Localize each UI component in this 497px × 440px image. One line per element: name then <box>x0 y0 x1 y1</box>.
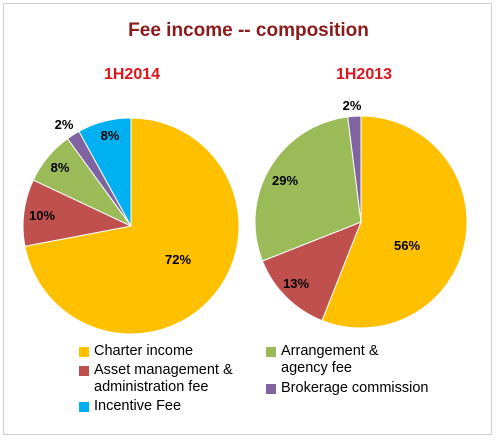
legend-label: Charter income <box>94 343 194 359</box>
pie-1h2013: 56% 13% 29% 2% <box>254 98 468 329</box>
legend-label: Incentive Fee <box>94 398 182 414</box>
pie-slice-asset-management-administration-fee <box>261 221 362 322</box>
pie-slice-brokerage-commission <box>347 115 362 223</box>
legend-swatch <box>266 384 276 394</box>
pie-slice-arrangement-agency-fee <box>254 116 362 262</box>
legend-swatch <box>79 366 89 376</box>
pie-slice-charter-income <box>321 115 468 329</box>
legend-label: Asset management & administration fee <box>94 362 233 395</box>
pie-1h2014: 72% 10% 8% 2% 8% <box>22 117 240 335</box>
pie-title-1h2013: 1H2013 <box>335 66 393 83</box>
pie-slice-incentive-fee <box>78 117 132 227</box>
legend-swatch <box>79 347 89 357</box>
data-label-asset-management-administration-fee: 10% <box>29 208 55 223</box>
legend-item-brokerage-commission: Brokerage commission <box>266 380 466 398</box>
legend-item-charter-income: Charter income <box>79 343 259 361</box>
data-label-charter-income: 72% <box>165 252 191 267</box>
chart-title: Fee income -- composition <box>128 20 369 41</box>
data-label-brokerage-commission: 2% <box>55 117 74 132</box>
pie-title-1h2014: 1H2014 <box>103 66 161 83</box>
data-label-incentive-fee: 8% <box>101 128 120 143</box>
data-label-arrangement-agency-fee: 8% <box>51 160 70 175</box>
data-label-arrangement-agency-fee: 29% <box>272 173 298 188</box>
data-label-charter-income: 56% <box>394 238 420 253</box>
data-label-brokerage-commission: 2% <box>343 98 362 113</box>
legend-swatch <box>79 402 89 412</box>
legend-item-arrangement-agency-fee: Arrangement & agency fee <box>266 343 426 379</box>
legend-label: Arrangement & agency fee <box>281 343 379 376</box>
legend-swatch <box>266 347 276 357</box>
legend-item-asset-management: Asset management & administration fee <box>79 362 259 398</box>
data-label-asset-management-administration-fee: 13% <box>283 276 309 291</box>
legend-label: Brokerage commission <box>281 380 429 396</box>
legend-item-incentive-fee: Incentive Fee <box>79 398 259 416</box>
